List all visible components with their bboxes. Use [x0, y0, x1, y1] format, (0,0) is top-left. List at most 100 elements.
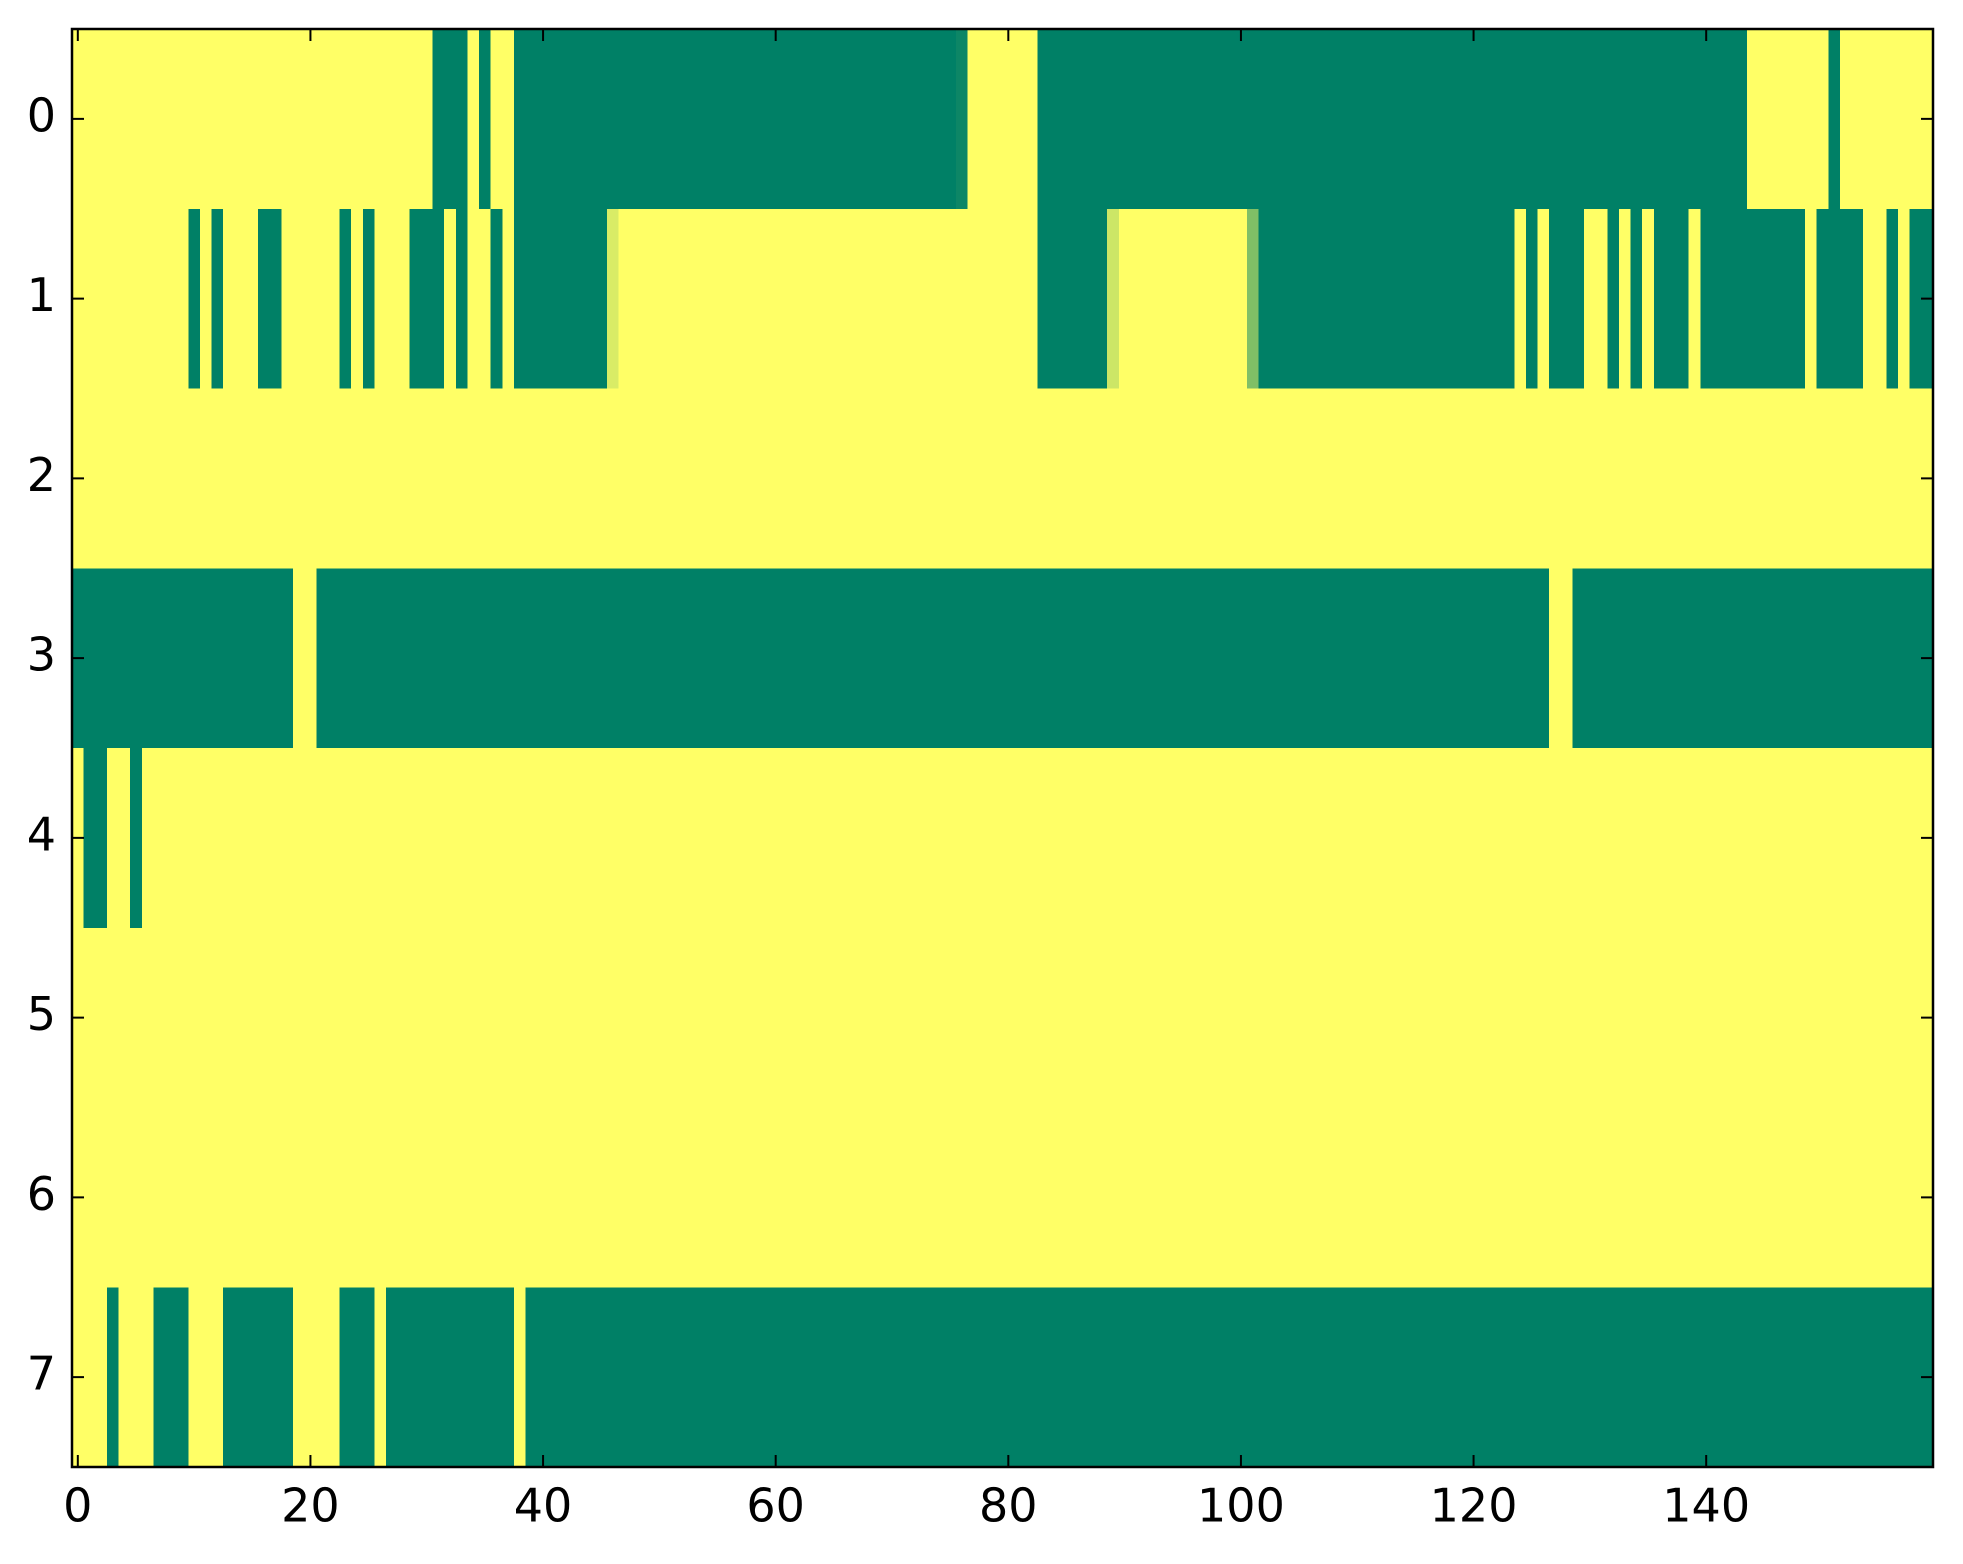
- cell: [304, 208, 317, 390]
- cell: [1828, 568, 1841, 749]
- cell: [1200, 1287, 1213, 1468]
- cell: [467, 388, 480, 569]
- cell: [804, 388, 817, 569]
- cell: [1142, 388, 1155, 569]
- cell: [1560, 1107, 1574, 1288]
- cell: [1898, 1287, 1911, 1468]
- cell: [1304, 29, 1318, 210]
- y-tick-label: 7: [27, 1347, 56, 1401]
- cell: [851, 1107, 864, 1288]
- cell: [711, 748, 724, 929]
- cell: [1421, 1287, 1434, 1468]
- cell: [106, 927, 120, 1109]
- cell: [1595, 568, 1608, 749]
- cell: [211, 1287, 224, 1468]
- cell: [1281, 748, 1294, 929]
- cell: [525, 208, 538, 390]
- cell: [1467, 568, 1480, 749]
- cell: [897, 388, 911, 569]
- cell: [653, 748, 666, 929]
- cell: [1805, 1287, 1818, 1468]
- cell: [1781, 29, 1795, 210]
- cell: [1223, 388, 1236, 569]
- cell: [1886, 29, 1899, 210]
- cell: [1397, 29, 1411, 210]
- cell: [1397, 1287, 1411, 1468]
- cell: [397, 568, 410, 749]
- cell: [490, 388, 503, 569]
- cell: [1712, 927, 1725, 1109]
- cell: [118, 208, 131, 390]
- cell: [909, 748, 922, 929]
- cell: [1712, 388, 1725, 569]
- cell: [734, 748, 748, 929]
- cell: [711, 388, 724, 569]
- cell: [223, 1287, 236, 1468]
- cell: [1049, 1107, 1062, 1288]
- cell: [1246, 927, 1259, 1109]
- cell: [281, 1107, 294, 1288]
- cell: [292, 927, 306, 1109]
- cell: [548, 927, 562, 1109]
- cell: [490, 208, 503, 390]
- cell: [1165, 568, 1178, 749]
- cell: [607, 1287, 620, 1468]
- x-tick-label: 120: [1430, 1479, 1518, 1533]
- cell: [1537, 388, 1550, 569]
- cell: [1467, 927, 1480, 1109]
- cell: [1839, 748, 1853, 929]
- cell: [1514, 29, 1527, 210]
- cell: [828, 208, 841, 390]
- cell: [839, 1107, 852, 1288]
- cell: [1351, 568, 1364, 749]
- cell: [1898, 208, 1911, 390]
- cell: [130, 568, 143, 749]
- cell: [118, 568, 131, 749]
- cell: [1165, 748, 1178, 929]
- cell: [1293, 748, 1306, 929]
- cell: [990, 927, 1004, 1109]
- cell: [1549, 927, 1562, 1109]
- cell: [234, 1287, 248, 1468]
- cell: [1781, 388, 1795, 569]
- cell: [1595, 208, 1608, 390]
- cell: [1805, 748, 1818, 929]
- cell: [1304, 748, 1318, 929]
- cell: [1886, 1287, 1899, 1468]
- cell: [1258, 1107, 1271, 1288]
- cell: [1049, 568, 1062, 749]
- cell: [1839, 568, 1853, 749]
- cell: [548, 748, 562, 929]
- cell: [1549, 29, 1562, 210]
- cell: [455, 748, 469, 929]
- cell: [1642, 748, 1655, 929]
- cell: [1746, 388, 1760, 569]
- cell: [1700, 1107, 1713, 1288]
- cell: [1188, 29, 1201, 210]
- cell: [734, 1287, 748, 1468]
- cell: [1723, 388, 1736, 569]
- cell: [1758, 1287, 1771, 1468]
- cell: [1025, 1287, 1038, 1468]
- cell: [223, 748, 236, 929]
- cell: [874, 748, 887, 929]
- cell: [1409, 208, 1422, 390]
- cell: [513, 927, 527, 1109]
- cell: [1293, 1287, 1306, 1468]
- cell: [1246, 388, 1259, 569]
- cell: [886, 208, 899, 390]
- cell: [723, 388, 736, 569]
- cell: [1351, 388, 1364, 569]
- cell: [1479, 29, 1492, 210]
- cell: [1584, 568, 1597, 749]
- cell: [153, 388, 166, 569]
- cell: [258, 388, 271, 569]
- cell: [1246, 568, 1259, 749]
- cell: [1002, 927, 1015, 1109]
- cell: [700, 1107, 713, 1288]
- cell: [1630, 1287, 1643, 1468]
- cell: [1107, 29, 1120, 210]
- cell: [630, 568, 643, 749]
- cell: [199, 388, 213, 569]
